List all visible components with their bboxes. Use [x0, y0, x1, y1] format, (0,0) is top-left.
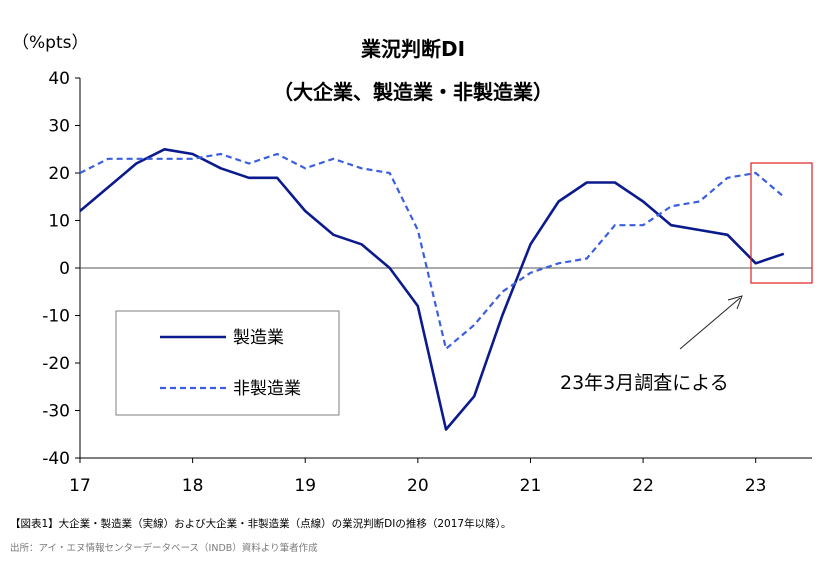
- y-tick-label: 20: [48, 164, 70, 184]
- data-point-nonmanufacturing: [360, 167, 363, 170]
- chart-subtitle: （大企業、製造業・非製造業）: [273, 80, 553, 104]
- annotation-arrow: [679, 297, 741, 350]
- data-point-nonmanufacturing: [501, 291, 504, 294]
- data-point-nonmanufacturing: [586, 257, 589, 260]
- x-tick-label: 17: [69, 476, 91, 496]
- x-axis-ticks: 17 18 19 20 21 22 23: [69, 458, 767, 496]
- data-point-nonmanufacturing: [670, 205, 673, 208]
- data-point-manufacturing: [163, 148, 166, 151]
- data-point-nonmanufacturing: [754, 172, 757, 175]
- data-point-manufacturing: [79, 210, 82, 213]
- y-tick-label: 10: [48, 212, 70, 232]
- data-point-manufacturing: [445, 428, 448, 431]
- legend-label-manufacturing: 製造業: [233, 328, 284, 348]
- data-point-manufacturing: [417, 305, 420, 308]
- data-point-manufacturing: [501, 314, 504, 317]
- y-tick-label: -10: [42, 307, 70, 327]
- data-point-nonmanufacturing: [304, 167, 307, 170]
- data-point-nonmanufacturing: [698, 200, 701, 203]
- data-point-manufacturing: [529, 243, 532, 246]
- data-point-manufacturing: [473, 395, 476, 398]
- data-point-manufacturing: [783, 253, 786, 256]
- data-point-manufacturing: [248, 177, 251, 180]
- y-axis-ticks: 40 30 20 10 0 -10 -20 -30 -40: [42, 69, 80, 469]
- data-point-manufacturing: [726, 234, 729, 237]
- x-tick-label: 23: [745, 476, 767, 496]
- data-point-manufacturing: [698, 229, 701, 232]
- data-point-manufacturing: [586, 181, 589, 184]
- x-tick-label: 21: [520, 476, 542, 496]
- data-point-manufacturing: [360, 243, 363, 246]
- series-line-nonmanufacturing: [79, 152, 785, 350]
- series-layer: [79, 148, 785, 431]
- highlight-box: [750, 162, 813, 284]
- data-point-manufacturing: [135, 162, 138, 165]
- y-tick-label: -40: [42, 449, 70, 469]
- data-point-manufacturing: [276, 177, 279, 180]
- data-point-manufacturing: [220, 167, 223, 170]
- x-tick-label: 19: [294, 476, 316, 496]
- legend: 製造業 非製造業: [115, 310, 340, 416]
- source-note: 出所：アイ・エヌ情報センターデータベース（INDB）資料より筆者作成: [10, 543, 318, 554]
- data-point-manufacturing: [754, 262, 757, 265]
- data-point-nonmanufacturing: [163, 158, 166, 161]
- data-point-nonmanufacturing: [107, 158, 110, 161]
- x-tick-label: 20: [407, 476, 429, 496]
- x-tick-label: 18: [182, 476, 204, 496]
- legend-box: [115, 310, 340, 416]
- x-tick-label: 22: [632, 476, 654, 496]
- data-point-nonmanufacturing: [135, 158, 138, 161]
- annotation-arrowhead: [727, 295, 743, 310]
- y-tick-label: 30: [48, 117, 70, 137]
- data-point-nonmanufacturing: [783, 196, 786, 199]
- y-tick-label: -30: [42, 402, 70, 422]
- chart-title: 業況判断DI: [361, 37, 465, 61]
- legend-label-nonmanufacturing: 非製造業: [233, 379, 301, 399]
- data-point-nonmanufacturing: [614, 224, 617, 227]
- axes: [79, 78, 812, 459]
- data-point-manufacturing: [614, 181, 617, 184]
- data-point-nonmanufacturing: [417, 229, 420, 232]
- data-point-nonmanufacturing: [332, 158, 335, 161]
- figure-caption: 【図表1】大企業・製造業（実線）および大企業・非製造業（点線）の業況判断DIの推…: [10, 518, 512, 530]
- data-point-manufacturing: [388, 267, 391, 270]
- data-point-manufacturing: [107, 186, 110, 189]
- y-tick-label: -20: [42, 354, 70, 374]
- data-point-manufacturing: [557, 200, 560, 203]
- series-line-manufacturing: [79, 148, 785, 431]
- data-point-manufacturing: [670, 224, 673, 227]
- y-unit-label: （%pts）: [12, 33, 88, 53]
- data-point-nonmanufacturing: [191, 158, 194, 161]
- data-point-nonmanufacturing: [726, 177, 729, 180]
- data-point-nonmanufacturing: [642, 224, 645, 227]
- y-tick-label: 40: [48, 69, 70, 89]
- data-point-manufacturing: [642, 200, 645, 203]
- data-point-nonmanufacturing: [529, 272, 532, 275]
- y-tick-label: 0: [59, 259, 70, 279]
- data-point-nonmanufacturing: [79, 172, 82, 175]
- data-point-nonmanufacturing: [276, 153, 279, 156]
- data-point-nonmanufacturing: [248, 162, 251, 165]
- annotation-text: 23年3月調査による: [560, 372, 729, 394]
- data-point-nonmanufacturing: [388, 172, 391, 175]
- data-point-manufacturing: [191, 153, 194, 156]
- data-point-manufacturing: [304, 210, 307, 213]
- data-point-nonmanufacturing: [445, 348, 448, 351]
- data-point-manufacturing: [332, 234, 335, 237]
- data-point-nonmanufacturing: [557, 262, 560, 265]
- data-point-nonmanufacturing: [473, 324, 476, 327]
- data-point-nonmanufacturing: [220, 153, 223, 156]
